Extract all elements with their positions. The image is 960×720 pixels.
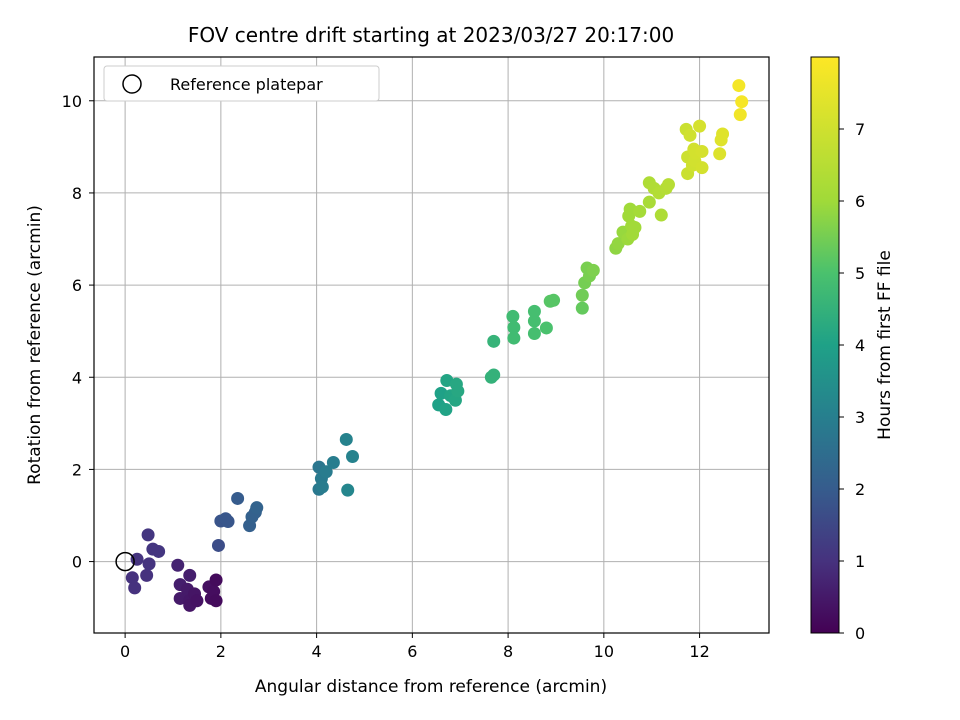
legend-box (103, 65, 380, 102)
data-point (211, 538, 225, 552)
data-point (171, 558, 185, 572)
data-point (250, 501, 264, 515)
data-point (713, 147, 727, 161)
colorbar-tick-label: 7 (855, 120, 865, 139)
data-point (152, 544, 166, 558)
data-point (140, 568, 154, 582)
legend-label: Reference platepar (170, 75, 323, 94)
data-point (586, 263, 600, 277)
x-tick-label: 8 (503, 642, 513, 661)
colorbar-tick-label: 4 (855, 336, 865, 355)
y-axis-label: Rotation from reference (arcmin) (25, 205, 45, 485)
data-point (507, 320, 521, 334)
x-tick-label: 4 (312, 642, 322, 661)
data-point (451, 384, 465, 398)
colorbar-bar (810, 56, 840, 634)
data-point (319, 465, 333, 479)
data-point (628, 220, 642, 234)
data-point (735, 95, 749, 109)
data-point (716, 127, 730, 141)
y-tick-label: 4 (72, 368, 82, 387)
data-point (547, 293, 561, 307)
x-tick-label: 2 (216, 642, 226, 661)
x-tick-label: 6 (407, 642, 417, 661)
x-tick-label: 10 (594, 642, 614, 661)
data-point (693, 119, 707, 133)
y-tick-label: 8 (72, 184, 82, 203)
colorbar: 0 1 2 3 4 5 6 7 Hours from first FF file (810, 56, 895, 643)
colorbar-tick-label: 5 (855, 264, 865, 283)
y-tick-label: 2 (72, 460, 82, 479)
data-points (125, 79, 749, 612)
x-tick-label: 12 (689, 642, 709, 661)
data-point (346, 450, 360, 464)
legend: Reference platepar (103, 65, 380, 102)
data-point (341, 483, 355, 497)
data-point (695, 161, 709, 175)
data-point (527, 326, 541, 340)
y-tick-label: 10 (62, 92, 82, 111)
x-axis-label: Angular distance from reference (arcmin) (255, 677, 607, 697)
data-point (142, 557, 156, 571)
data-point (654, 208, 668, 222)
colorbar-tick-label: 1 (855, 552, 865, 571)
data-point (141, 528, 155, 542)
colorbar-label: Hours from first FF file (875, 250, 895, 440)
data-point (231, 491, 245, 505)
x-axis-ticks: 0 2 4 6 8 10 12 (120, 633, 710, 661)
data-point (733, 108, 747, 122)
data-point (190, 594, 204, 608)
data-point (642, 195, 656, 209)
x-tick-label: 0 (120, 642, 130, 661)
y-tick-label: 0 (72, 553, 82, 572)
data-point (661, 178, 675, 192)
data-point (128, 581, 142, 595)
data-point (209, 594, 223, 608)
legend-marker-icon (122, 74, 142, 94)
colorbar-tick-label: 6 (855, 192, 865, 211)
data-point (527, 304, 541, 318)
data-point (506, 309, 520, 323)
data-point (732, 79, 746, 93)
grid-lines (94, 57, 769, 633)
colorbar-tick-label: 0 (855, 624, 865, 643)
colorbar-tick-label: 2 (855, 480, 865, 499)
colorbar-tick-label: 3 (855, 408, 865, 427)
data-point (125, 571, 139, 585)
data-point (439, 403, 453, 417)
data-point (315, 480, 329, 494)
data-point (539, 321, 553, 335)
data-point (326, 456, 340, 470)
reference-platepar-marker (115, 551, 135, 572)
data-point (339, 432, 353, 446)
data-point (487, 334, 501, 348)
data-point (633, 204, 647, 218)
data-point (209, 573, 223, 587)
data-point (487, 368, 501, 382)
data-point (683, 128, 697, 142)
plot-frame (93, 56, 770, 634)
data-point (575, 301, 589, 315)
chart-title: FOV centre drift starting at 2023/03/27 … (188, 23, 674, 47)
data-point (527, 314, 541, 328)
y-axis-ticks: 0 2 4 6 8 10 (62, 92, 94, 572)
data-point (507, 331, 521, 345)
data-point (221, 514, 235, 528)
colorbar-ticks: 0 1 2 3 4 5 6 7 (839, 120, 865, 643)
data-point (695, 144, 709, 158)
data-point (130, 552, 144, 566)
y-tick-label: 6 (72, 276, 82, 295)
data-point (183, 568, 197, 582)
data-point (575, 288, 589, 302)
